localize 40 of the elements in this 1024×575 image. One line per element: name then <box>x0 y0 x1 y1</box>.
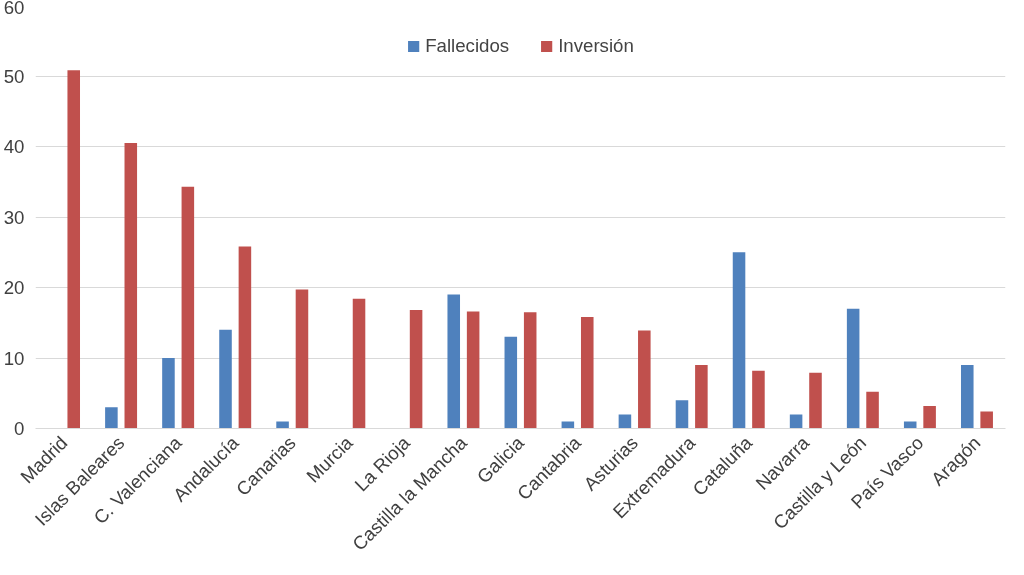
bar <box>866 391 879 429</box>
y-tick-label: 50 <box>3 65 25 87</box>
bar <box>238 246 252 429</box>
bar <box>732 252 746 429</box>
bar <box>923 405 936 429</box>
bar <box>960 365 974 429</box>
bar <box>561 421 575 429</box>
bar <box>789 414 803 429</box>
bar <box>980 411 993 429</box>
bar <box>276 421 289 429</box>
bar <box>105 407 118 429</box>
bar <box>466 311 480 429</box>
bar <box>67 70 81 429</box>
bar <box>409 310 423 429</box>
y-tick-label: 40 <box>3 136 25 157</box>
bar <box>695 365 708 429</box>
bar <box>447 294 461 429</box>
legend-label: Inversión <box>558 35 634 57</box>
bar <box>124 142 138 429</box>
bar <box>580 317 594 429</box>
y-tick-label: 20 <box>3 277 25 298</box>
bar <box>675 400 689 429</box>
y-tick-label: 60 <box>3 0 25 18</box>
y-tick-label: 0 <box>14 418 25 439</box>
y-tick-label: 30 <box>3 206 25 228</box>
legend-label: Fallecidos <box>425 35 510 57</box>
bar <box>846 308 860 429</box>
bar <box>162 358 175 429</box>
bar <box>618 414 632 429</box>
bar <box>903 421 917 429</box>
bar <box>504 336 518 429</box>
bar <box>352 298 366 429</box>
bar <box>181 186 195 429</box>
bar <box>638 330 651 429</box>
y-tick-label: 10 <box>3 347 25 369</box>
bar <box>809 372 822 429</box>
bar <box>295 289 309 429</box>
bar <box>523 312 537 429</box>
bar <box>219 329 232 429</box>
bar <box>752 370 765 429</box>
